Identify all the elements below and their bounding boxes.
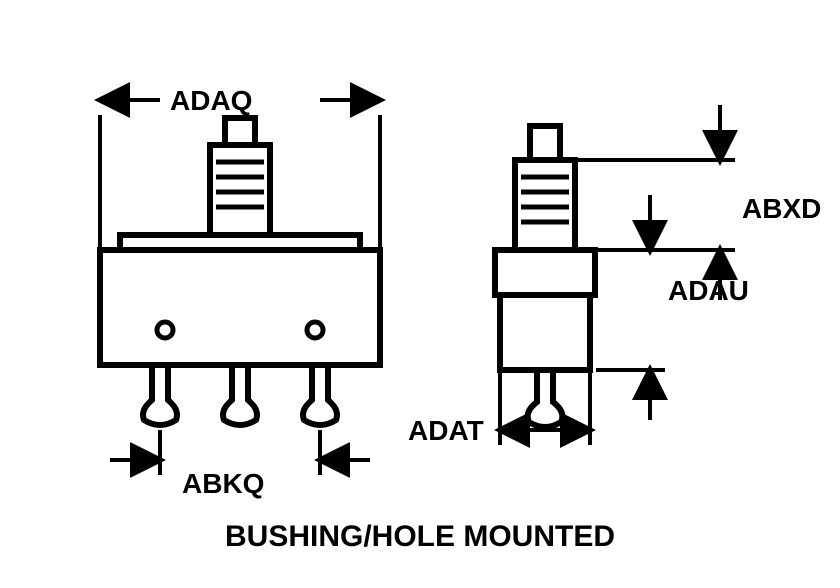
front-button — [225, 118, 255, 145]
side-view: ABXD ADAU — [408, 105, 821, 446]
front-terminals — [143, 365, 337, 425]
diagram-canvas: ADAQ ABKQ — [0, 0, 840, 520]
dim-abkq: ABKQ — [110, 430, 370, 499]
front-view: ADAQ ABKQ — [100, 85, 380, 499]
side-button — [530, 126, 560, 160]
label-adau: ADAU — [668, 275, 749, 306]
diagram-caption: BUSHING/HOLE MOUNTED — [0, 520, 840, 554]
front-body — [100, 250, 380, 365]
label-adat: ADAT — [408, 415, 484, 446]
side-body-upper — [495, 250, 595, 295]
label-adaq: ADAQ — [170, 85, 252, 116]
label-abkq: ABKQ — [182, 468, 264, 499]
dim-adau: ADAU — [596, 195, 749, 420]
label-abxd: ABXD — [742, 193, 821, 224]
side-terminal — [528, 370, 563, 427]
side-bushing — [515, 160, 575, 250]
dim-abxd: ABXD — [576, 105, 821, 300]
side-body-lower — [500, 295, 590, 370]
front-bushing — [210, 145, 270, 235]
